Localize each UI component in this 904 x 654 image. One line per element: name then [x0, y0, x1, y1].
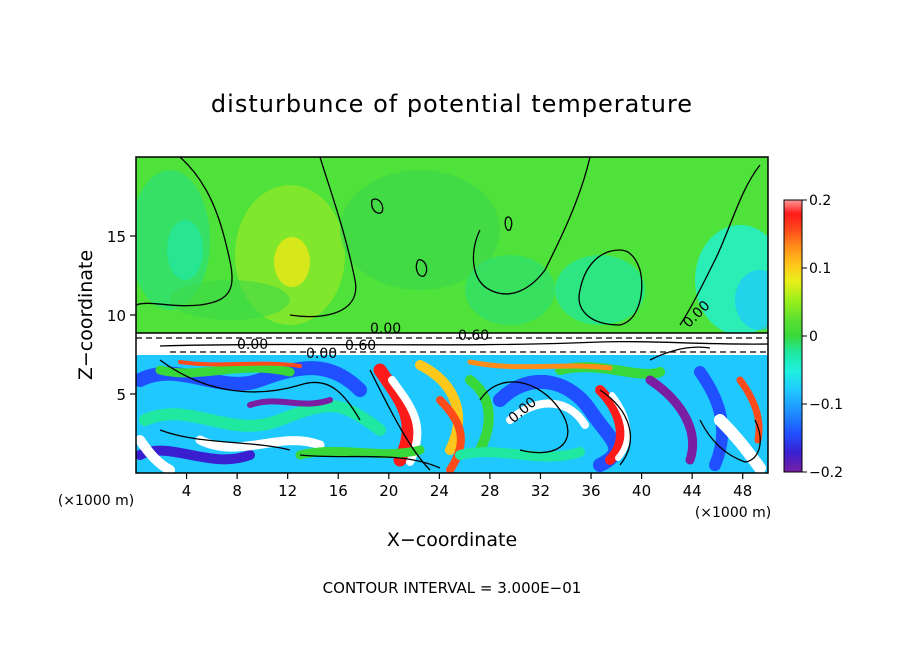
x-axis: 4 8 12 16 20 24 28 32 36 40 44 48 [182, 473, 752, 500]
x-unit-label-left: (×1000 m) [58, 493, 134, 509]
field-patch [340, 170, 500, 290]
x-tick-label: 24 [430, 482, 449, 500]
field-patch [274, 237, 310, 287]
field-plot: 0.00 0.00 0.60 0.00 0.60 0.00 0.00 [136, 157, 768, 473]
contour-label: 0.00 [237, 337, 268, 353]
field-patch [695, 225, 768, 335]
x-tick-label: 16 [329, 482, 348, 500]
colorbar-tick-label: −0.1 [809, 397, 843, 413]
x-tick-label: 32 [531, 482, 550, 500]
field-patch [555, 255, 645, 325]
x-tick-label: 28 [480, 482, 499, 500]
y-tick-label: 5 [116, 386, 126, 404]
y-axis-label: Z−coordinate [75, 250, 97, 380]
contour-interval-note: CONTOUR INTERVAL = 3.000E−01 [323, 579, 582, 597]
x-axis-label: X−coordinate [387, 529, 517, 551]
x-tick-label: 20 [379, 482, 398, 500]
x-tick-label: 44 [683, 482, 702, 500]
contour-label: 0.60 [345, 338, 376, 354]
contour-lines [136, 157, 768, 471]
colorbar-tick-label: 0.2 [809, 193, 831, 209]
x-tick-label: 48 [733, 482, 752, 500]
chart-title: disturbunce of potential temperature [211, 90, 693, 118]
x-tick-label: 8 [232, 482, 242, 500]
x-tick-label: 12 [278, 482, 297, 500]
colorbar-tick-label: −0.2 [809, 465, 843, 481]
field-patch [465, 255, 555, 325]
colorbar-ticks: 0.2 0.1 0 −0.1 −0.2 [802, 193, 843, 481]
field-patch [167, 220, 203, 280]
x-tick-label: 4 [182, 482, 192, 500]
y-tick-label: 10 [107, 307, 126, 325]
x-tick-label: 40 [632, 482, 651, 500]
field-patch [735, 270, 768, 330]
x-unit-label-right: (×1000 m) [695, 505, 771, 521]
x-tick-label: 36 [581, 482, 600, 500]
field-patch [170, 280, 290, 320]
colorbar-tick-label: 0.1 [809, 261, 831, 277]
colorbar-tick-label: 0 [809, 329, 818, 345]
contour-label: 0.00 [370, 321, 401, 337]
contour-label: 0.60 [458, 328, 489, 344]
y-axis: 5 10 15 [107, 228, 136, 404]
y-tick-label: 15 [107, 228, 126, 246]
contour-label: 0.00 [306, 346, 337, 362]
colorbar [783, 199, 803, 473]
turbulence-streaks [136, 359, 766, 473]
